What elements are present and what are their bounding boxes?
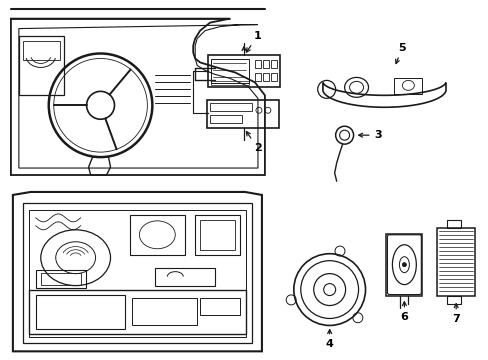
Bar [132,298,197,325]
Bar [19,36,63,95]
Bar [195,215,240,255]
Bar [29,289,245,334]
Bar [210,115,242,123]
Text: 1: 1 [246,31,261,52]
Circle shape [402,263,406,267]
Bar [41,273,81,285]
Bar [211,81,248,85]
Bar [36,270,85,288]
Bar [23,41,60,60]
Bar [211,59,248,84]
Bar [263,73,268,81]
Bar [200,298,240,315]
Text: 7: 7 [451,304,459,324]
Bar [447,220,460,228]
Bar [155,268,215,285]
Bar [394,78,422,94]
Bar [447,296,460,303]
Bar [386,234,422,296]
Bar [270,73,276,81]
Bar [207,100,278,128]
Text: 6: 6 [400,302,407,323]
Bar [210,103,251,111]
Bar [36,294,125,329]
Bar [254,73,261,81]
Bar [270,60,276,68]
Bar [254,60,261,68]
Text: 2: 2 [246,132,261,153]
Text: 4: 4 [325,330,333,349]
Bar [436,228,474,296]
Bar [208,55,279,87]
Text: 5: 5 [395,42,406,64]
Bar [263,60,268,68]
Bar [130,215,185,255]
Text: 3: 3 [358,130,381,140]
Bar [200,220,235,250]
